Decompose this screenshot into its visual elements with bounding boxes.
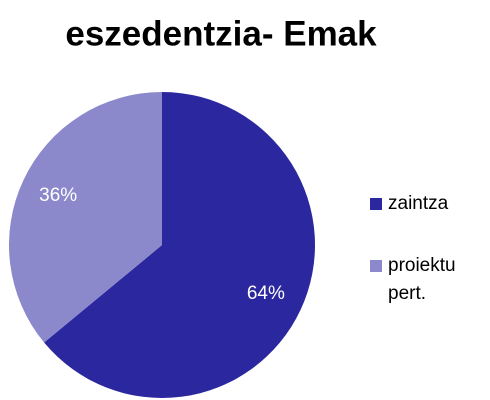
value-label: 64% <box>247 283 285 304</box>
pie-slice <box>9 91 163 343</box>
chart-title: eszedentzia- Emak <box>65 14 377 53</box>
value-label: 36% <box>39 185 77 206</box>
legend-item: proiektu pert. <box>370 252 482 308</box>
pie-slice <box>44 92 316 399</box>
legend-swatch <box>370 198 382 210</box>
legend-swatch <box>370 260 382 272</box>
legend: zaintza proiektu pert. <box>370 190 482 342</box>
legend-label: proiektu pert. <box>388 255 456 304</box>
legend-label: zaintza <box>388 193 449 214</box>
legend-item: zaintza <box>370 190 482 218</box>
